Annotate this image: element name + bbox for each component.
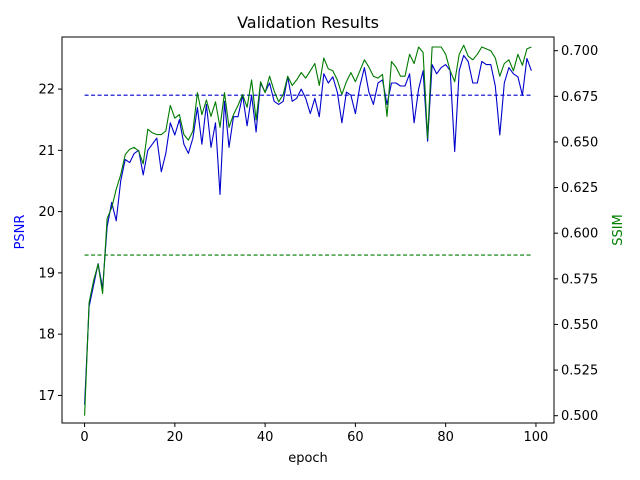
x-tick-label: 80 [437,430,454,445]
y-right-tick-label: 0.500 [561,409,598,424]
x-tick-label: 40 [257,430,274,445]
y-right-tick-label: 0.625 [561,181,598,196]
y-left-tick-label: 17 [38,389,55,404]
y-right-tick-label: 0.700 [561,44,598,59]
ssim-series-line [84,44,532,416]
y-left-tick-label: 18 [38,328,55,343]
x-axis-label: epoch [288,451,328,466]
x-tick-label: 20 [167,430,184,445]
y-left-tick-label: 20 [38,205,55,220]
y-right-tick-label: 0.675 [561,90,598,105]
y-left-tick-label: 21 [38,144,55,159]
x-tick-label: 60 [347,430,364,445]
y-right-tick-label: 0.575 [561,272,598,287]
psnr-series-line [84,54,532,405]
x-tick-label: 100 [524,430,549,445]
plot-area: 0 20 40 60 80 100 17 18 19 20 21 22 0.500 0.525 0.550 0… [38,36,598,445]
y-left-tick-label: 22 [38,83,55,98]
y-left-axis-label: PSNR [13,215,28,250]
x-tick-label: 0 [80,430,88,445]
y-left-tick-label: 19 [38,266,55,281]
y-right-tick-label: 0.550 [561,318,598,333]
plot-frame [61,36,555,424]
y-right-tick-label: 0.600 [561,227,598,242]
y-right-tick-label: 0.525 [561,364,598,379]
chart-title: Validation Results [237,13,379,32]
y-right-tick-label: 0.650 [561,135,598,150]
y-right-axis-label: SSIM [611,214,626,246]
